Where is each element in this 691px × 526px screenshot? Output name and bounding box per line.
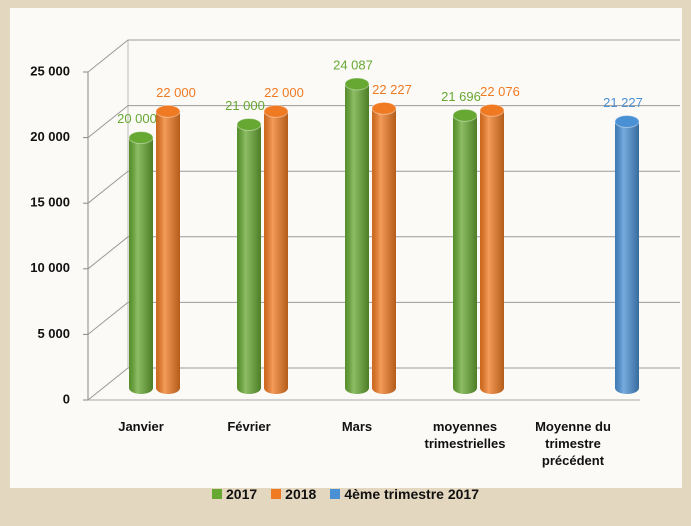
bar-shade	[156, 111, 180, 395]
bar-top	[479, 103, 505, 117]
x-tick-label: moyennes trimestrielles	[424, 419, 506, 451]
bar-top	[614, 115, 640, 129]
bar-top	[155, 104, 181, 118]
value-label: 22 000	[156, 85, 196, 100]
value-label: 21 227	[603, 95, 643, 110]
bar-top	[371, 101, 397, 115]
legend-label: 2018	[285, 486, 317, 502]
x-tick-label: Mars	[341, 419, 373, 434]
y-tick-label: 5 000	[37, 326, 70, 341]
legend-swatch	[212, 489, 223, 499]
bar	[614, 115, 640, 394]
bar	[344, 77, 370, 394]
bar	[452, 108, 478, 394]
legend-item: 2018	[271, 486, 316, 502]
legend: 2017 2018 4ème trimestre 2017	[0, 486, 691, 502]
bar-shade	[372, 108, 396, 394]
bar	[371, 101, 397, 394]
y-tick-label: 25 000	[30, 63, 70, 78]
value-label: 21 000	[225, 98, 265, 113]
bar-top	[128, 131, 154, 145]
legend-item: 4ème trimestre 2017	[330, 486, 479, 502]
bar-shade	[237, 124, 261, 394]
bar	[479, 103, 505, 394]
legend-swatch	[330, 489, 341, 499]
bar-shade	[615, 121, 639, 394]
bar-shade	[480, 110, 504, 394]
bar	[263, 104, 289, 395]
bar-top	[236, 117, 262, 131]
value-label: 20 000	[117, 111, 157, 126]
bar-top	[344, 77, 370, 91]
bar-top	[263, 104, 289, 118]
bar-shade	[264, 111, 288, 395]
x-tick-label: Février	[227, 419, 271, 434]
legend-swatch	[271, 489, 282, 499]
value-label: 22 000	[264, 85, 304, 100]
y-tick-label: 20 000	[30, 129, 70, 144]
value-label: 22 076	[480, 84, 520, 99]
bar	[236, 117, 262, 394]
value-label: 22 227	[372, 82, 412, 97]
y-tick-label: 15 000	[30, 195, 70, 210]
legend-item: 2017	[212, 486, 257, 502]
x-tick-label: Moyenne du trimestre précédent	[535, 419, 611, 468]
legend-label: 4ème trimestre 2017	[344, 486, 479, 502]
y-tick-label: 0	[63, 391, 70, 406]
bar	[155, 104, 181, 395]
bar-shade	[345, 83, 369, 394]
bar-shade	[129, 137, 153, 394]
legend-label: 2017	[226, 486, 258, 502]
y-tick-label: 10 000	[30, 260, 70, 275]
grid-line	[87, 39, 680, 73]
value-label: 21 696	[441, 89, 481, 104]
x-tick-label: Janvier	[118, 419, 164, 434]
bar-shade	[453, 115, 477, 394]
bar-top	[452, 108, 478, 122]
value-label: 24 087	[333, 57, 373, 72]
bar	[128, 131, 154, 394]
